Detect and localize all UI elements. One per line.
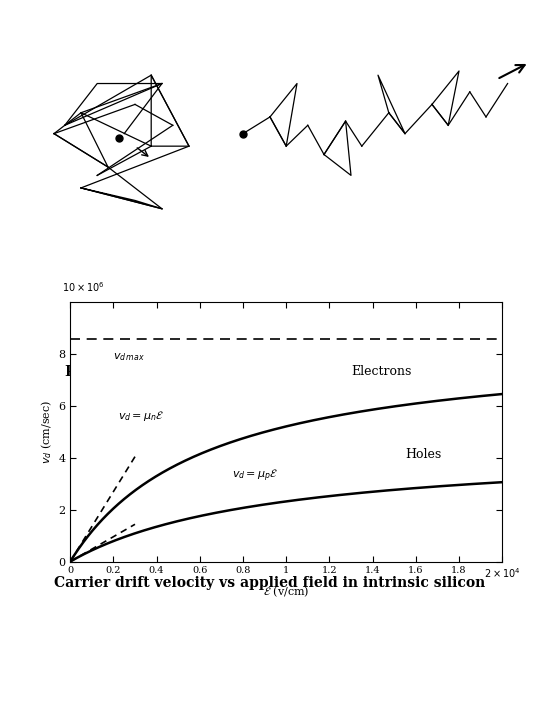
Text: Carrier drift velocity vs applied field in intrinsic silicon: Carrier drift velocity vs applied field …: [55, 576, 485, 590]
X-axis label: $\mathcal{E}$ (v/cm): $\mathcal{E}$ (v/cm): [263, 585, 309, 599]
Y-axis label: $v_d$ (cm/sec): $v_d$ (cm/sec): [39, 400, 54, 464]
Text: No Field: No Field: [108, 324, 163, 337]
Text: $10 \times 10^6$: $10 \times 10^6$: [62, 280, 104, 294]
Text: $v_d = \mu_n \mathcal{E}$: $v_d = \mu_n \mathcal{E}$: [118, 409, 164, 423]
Text: Field Present: Field Present: [302, 324, 387, 337]
Text: $v_{d\,max}$: $v_{d\,max}$: [113, 351, 145, 363]
Text: Electrons: Electrons: [351, 365, 411, 378]
Text: $v_d = \mu_p \mathcal{E}$: $v_d = \mu_p \mathcal{E}$: [232, 468, 279, 485]
Text: Holes: Holes: [405, 448, 441, 461]
Text: Pictorial representation of carrier trajectory: Pictorial representation of carrier traj…: [65, 365, 411, 379]
